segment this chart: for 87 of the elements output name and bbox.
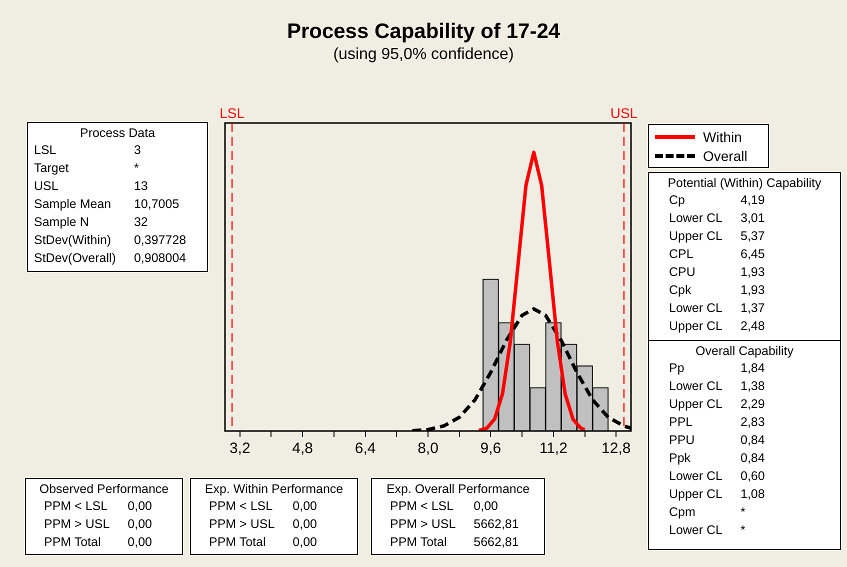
x-tick-label: 6,4 bbox=[354, 440, 376, 458]
text: 1,37 bbox=[740, 300, 766, 317]
text: Potential (Within) Capability bbox=[666, 176, 822, 190]
text: 0,00 bbox=[472, 498, 499, 515]
ref-line-label: USL bbox=[610, 104, 638, 121]
text: Exp. Within Performance bbox=[204, 482, 344, 496]
text: CPU bbox=[668, 264, 696, 281]
text: 0,00 bbox=[292, 516, 318, 533]
text: 0,908004 bbox=[132, 250, 188, 267]
text: 13 bbox=[132, 178, 149, 195]
text: 1,38 bbox=[740, 378, 766, 395]
text: PPL bbox=[668, 414, 694, 431]
text: Ppk bbox=[668, 450, 692, 467]
text: 1,93 bbox=[740, 282, 766, 299]
ref-line-label: LSL bbox=[220, 104, 245, 121]
text: PPM > USL bbox=[389, 516, 457, 533]
text: 6,45 bbox=[740, 246, 766, 263]
text: * bbox=[132, 160, 140, 177]
text: 2,48 bbox=[740, 318, 766, 335]
text: 1,84 bbox=[740, 360, 766, 377]
text: StDev(Within) bbox=[34, 232, 112, 249]
x-tick-label: 4,8 bbox=[292, 440, 314, 458]
text: 0,00 bbox=[126, 516, 153, 533]
text: 0,84 bbox=[740, 450, 766, 467]
text: 2,29 bbox=[740, 396, 766, 413]
text: USL bbox=[34, 178, 60, 195]
x-tick-label: 8,0 bbox=[418, 440, 438, 458]
text: Overall Capability bbox=[694, 344, 794, 358]
text: Pp bbox=[668, 360, 686, 377]
text: PPM < LSL bbox=[43, 498, 109, 515]
text: 0,00 bbox=[292, 534, 318, 551]
text: PPM > USL bbox=[43, 516, 111, 533]
text: Sample Mean bbox=[34, 196, 112, 213]
text: 1,93 bbox=[740, 264, 766, 281]
text: PPM Total bbox=[389, 534, 448, 551]
text: Upper CL bbox=[668, 396, 724, 413]
x-tick-label: 11,2 bbox=[539, 440, 568, 458]
text: Upper CL bbox=[668, 486, 724, 503]
chart-subtitle: (using 95,0% confidence) bbox=[332, 46, 515, 64]
text: Sample N bbox=[34, 214, 90, 231]
text: 0,60 bbox=[740, 468, 766, 485]
text: 3 bbox=[132, 142, 142, 159]
text: PPM Total bbox=[43, 534, 102, 551]
text: Lower CL bbox=[668, 468, 724, 485]
text: Lower CL bbox=[668, 522, 724, 539]
text: PPM < LSL bbox=[389, 498, 455, 515]
legend-label: Overall bbox=[703, 148, 748, 164]
text: 4,19 bbox=[740, 192, 766, 209]
text: Upper CL bbox=[668, 318, 724, 335]
text: Exp. Overall Performance bbox=[385, 482, 531, 496]
text: * bbox=[740, 504, 746, 521]
text: 0,397728 bbox=[132, 232, 188, 249]
text: LSL bbox=[34, 142, 58, 159]
chart-title: Process Capability of 17-24 bbox=[286, 20, 562, 44]
x-tick-label: 9,6 bbox=[480, 440, 502, 458]
text: Observed Performance bbox=[38, 482, 170, 496]
text: 1,08 bbox=[740, 486, 766, 503]
text: Lower CL bbox=[668, 210, 724, 227]
text: CPL bbox=[668, 246, 694, 263]
text: 0,00 bbox=[292, 498, 318, 515]
text: 5662,81 bbox=[472, 534, 520, 551]
text: Cpm bbox=[668, 504, 696, 521]
text: Target bbox=[34, 160, 70, 177]
text: 5,37 bbox=[740, 228, 766, 245]
text: PPM Total bbox=[208, 534, 267, 551]
text: Cpk bbox=[668, 282, 692, 299]
text: Lower CL bbox=[668, 300, 724, 317]
x-tick-label: 12,8 bbox=[602, 440, 631, 458]
text: Upper CL bbox=[668, 228, 724, 245]
text: Lower CL bbox=[668, 378, 724, 395]
text: 2,83 bbox=[740, 414, 766, 431]
text: 5662,81 bbox=[472, 516, 520, 533]
text: 3,01 bbox=[740, 210, 766, 227]
text: 0,00 bbox=[126, 534, 153, 551]
text: 32 bbox=[132, 214, 149, 231]
text: 0,84 bbox=[740, 432, 766, 449]
legend-label: Within bbox=[703, 128, 742, 144]
text: * bbox=[740, 522, 746, 539]
text: PPU bbox=[668, 432, 696, 449]
text: Cp bbox=[668, 192, 686, 209]
text: PPM > USL bbox=[208, 516, 276, 533]
text: PPM < LSL bbox=[208, 498, 274, 515]
text: 0,00 bbox=[126, 498, 153, 515]
text: Process Data bbox=[78, 126, 156, 140]
text: 10,7005 bbox=[132, 196, 180, 213]
text: StDev(Overall) bbox=[34, 250, 117, 267]
x-tick-label: 3,2 bbox=[229, 440, 250, 458]
